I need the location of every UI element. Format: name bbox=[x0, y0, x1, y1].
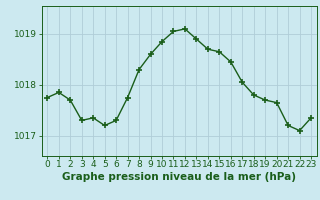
X-axis label: Graphe pression niveau de la mer (hPa): Graphe pression niveau de la mer (hPa) bbox=[62, 172, 296, 182]
